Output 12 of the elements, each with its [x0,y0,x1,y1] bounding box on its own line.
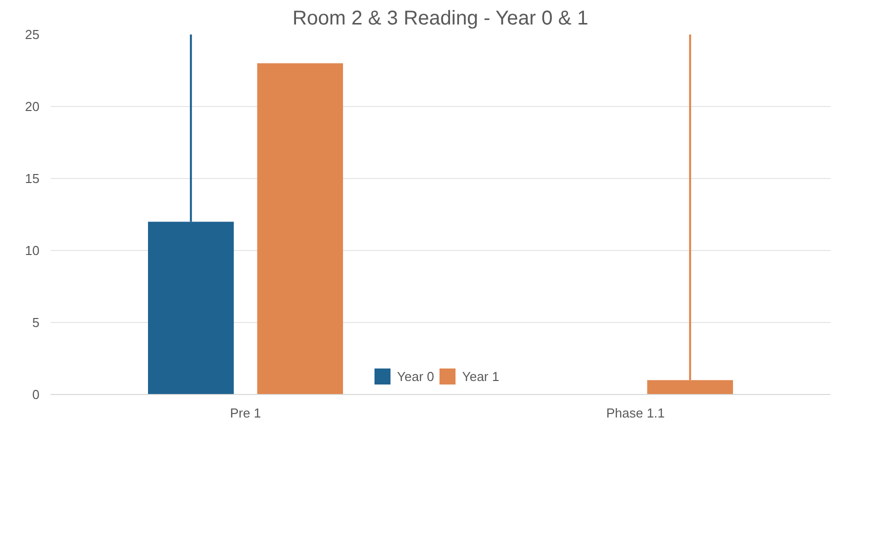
legend-label: Year 0 [397,368,434,384]
y-tick-label: 20 [25,99,40,114]
y-tick-label: 0 [32,387,40,402]
legend-label: Year 1 [462,368,500,384]
y-tick-label: 25 [25,27,40,42]
y-tick-label: 15 [25,171,40,186]
chart-title: Room 2 & 3 Reading - Year 0 & 1 [292,8,588,30]
x-tick-label: Phase 1.1 [606,406,665,420]
bar [257,63,343,394]
y-tick-label: 10 [25,243,40,258]
y-tick-label: 5 [32,315,40,330]
x-tick-label: Pre 1 [230,406,262,420]
